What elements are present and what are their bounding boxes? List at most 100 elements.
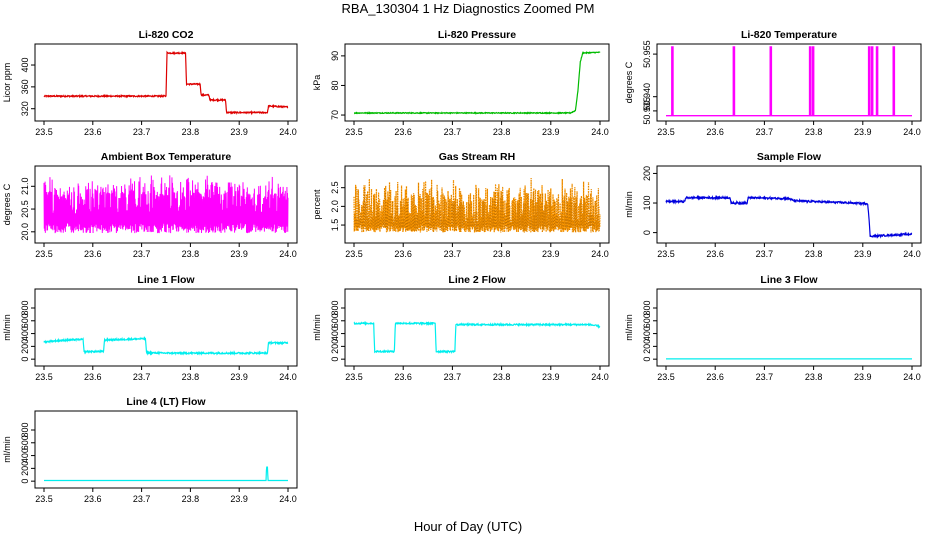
y-axis-label: ml/min <box>2 314 12 341</box>
series-line <box>43 336 289 356</box>
x-tick-label: 23.9 <box>230 249 248 259</box>
x-tick-label: 23.7 <box>756 249 774 259</box>
x-tick-label: 23.6 <box>84 127 102 137</box>
panel-line-4-lt-flow: Line 4 (LT) Flow ml/min 23.5 23.6 23.7 23.8 23… <box>2 396 298 504</box>
y-tick-label: 90 <box>330 51 340 61</box>
x-tick-label: 23.5 <box>345 372 363 382</box>
y-tick-label: 50.955 <box>642 40 652 68</box>
y-tick-label: 320 <box>20 101 30 116</box>
plot-frame <box>344 165 610 244</box>
x-tick-label: 23.5 <box>657 249 675 259</box>
panel-li-820-co2: Li-820 CO2 Licor ppm 23.5 23.6 23.7 23.8 23.9 2… <box>2 29 298 137</box>
x-tick-label: 23.9 <box>230 372 248 382</box>
y-axis-label: ml/min <box>312 314 322 341</box>
x-tick-label: 23.6 <box>394 249 412 259</box>
x-tick-label: 23.7 <box>444 127 462 137</box>
series-line <box>665 194 913 239</box>
x-tick-label: 23.5 <box>345 127 363 137</box>
y-tick-label: 80 <box>330 80 340 90</box>
y-tick-label: 800 <box>330 300 340 315</box>
panel-title: Gas Stream RH <box>439 151 515 163</box>
y-axis-label: ml/min <box>624 314 634 341</box>
y-tick-label: 0 <box>642 230 652 235</box>
x-tick-label: 23.8 <box>182 372 200 382</box>
y-tick-label: 800 <box>642 300 652 315</box>
x-tick-label: 24.0 <box>279 372 297 382</box>
plot-frame <box>656 43 922 122</box>
x-tick-label: 23.5 <box>657 127 675 137</box>
plot-frame <box>344 43 610 122</box>
panel-title: Line 3 Flow <box>760 274 818 286</box>
x-tick-label: 23.7 <box>444 372 462 382</box>
y-tick-label: 20.5 <box>20 200 30 218</box>
x-tick-label: 23.5 <box>35 127 53 137</box>
x-tick-label: 23.6 <box>84 249 102 259</box>
x-tick-label: 23.6 <box>84 494 102 504</box>
panel-line-2-flow: Line 2 Flow ml/min 23.5 23.6 23.7 23.8 23.9 24.… <box>312 274 610 382</box>
y-tick-label: 200 <box>20 461 30 476</box>
x-tick-label: 23.9 <box>854 127 872 137</box>
x-tick-label: 23.7 <box>133 372 151 382</box>
x-tick-label: 23.9 <box>230 127 248 137</box>
y-tick-label: 200 <box>20 339 30 354</box>
x-tick-label: 24.0 <box>279 494 297 504</box>
y-tick-label: 200 <box>330 339 340 354</box>
x-tick-label: 23.9 <box>542 127 560 137</box>
series-line <box>43 50 289 116</box>
series-line <box>43 175 289 234</box>
series-line <box>353 178 601 233</box>
y-tick-label: 400 <box>20 448 30 463</box>
y-tick-label: 600 <box>20 435 30 450</box>
x-tick-label: 23.8 <box>182 249 200 259</box>
y-tick-label: 0 <box>330 357 340 362</box>
y-tick-label: 2.0 <box>330 200 340 213</box>
x-tick-label: 23.7 <box>756 372 774 382</box>
x-tick-label: 23.6 <box>706 127 724 137</box>
y-tick-label: 400 <box>20 326 30 341</box>
x-tick-label: 23.7 <box>133 127 151 137</box>
y-tick-label: 200 <box>642 339 652 354</box>
x-tick-label: 23.8 <box>182 494 200 504</box>
y-axis-label: percent <box>312 189 322 220</box>
x-tick-label: 23.5 <box>345 249 363 259</box>
y-tick-label: 20.0 <box>20 223 30 241</box>
panel-title: Li-820 Temperature <box>741 29 837 41</box>
panel-grid: Li-820 CO2 Licor ppm 23.5 23.6 23.7 23.8 23.9 2… <box>2 29 922 504</box>
y-axis-label: degrees C <box>2 183 12 225</box>
series-line <box>666 46 912 117</box>
y-tick-label: 2.5 <box>330 181 340 194</box>
x-tick-label: 23.6 <box>394 372 412 382</box>
plot-frame <box>34 288 298 367</box>
x-tick-label: 24.0 <box>591 249 609 259</box>
x-tick-label: 23.8 <box>182 127 200 137</box>
y-tick-label: 600 <box>330 313 340 328</box>
x-tick-label: 24.0 <box>279 249 297 259</box>
y-tick-label: 360 <box>20 79 30 94</box>
x-tick-label: 23.9 <box>230 494 248 504</box>
y-tick-label: 0 <box>642 357 652 362</box>
y-tick-label: 50.935 <box>642 97 652 125</box>
plot-frame <box>34 165 298 244</box>
series-line <box>353 50 601 115</box>
x-tick-label: 23.8 <box>805 127 823 137</box>
x-tick-label: 23.7 <box>133 494 151 504</box>
x-tick-label: 23.5 <box>657 372 675 382</box>
panel-sample-flow: Sample Flow ml/min 23.5 23.6 23.7 23.8 23.9 24.… <box>624 151 922 259</box>
y-tick-label: 21.0 <box>20 178 30 196</box>
x-tick-label: 24.0 <box>279 127 297 137</box>
x-tick-label: 24.0 <box>903 127 921 137</box>
panel-title: Li-820 Pressure <box>438 29 516 41</box>
x-tick-label: 23.5 <box>35 372 53 382</box>
y-tick-label: 600 <box>20 313 30 328</box>
plot-frame <box>34 43 298 122</box>
figure-x-axis-label: Hour of Day (UTC) <box>414 519 522 534</box>
x-tick-label: 23.6 <box>84 372 102 382</box>
y-tick-label: 400 <box>330 326 340 341</box>
panel-title: Line 1 Flow <box>137 274 195 286</box>
panel-ambient-box-temperature: Ambient Box Temperature degrees C 23.5 23.6… <box>2 151 298 259</box>
series-line <box>44 466 288 482</box>
y-tick-label: 1.5 <box>330 219 340 232</box>
x-tick-label: 23.7 <box>756 127 774 137</box>
x-tick-label: 23.6 <box>706 372 724 382</box>
